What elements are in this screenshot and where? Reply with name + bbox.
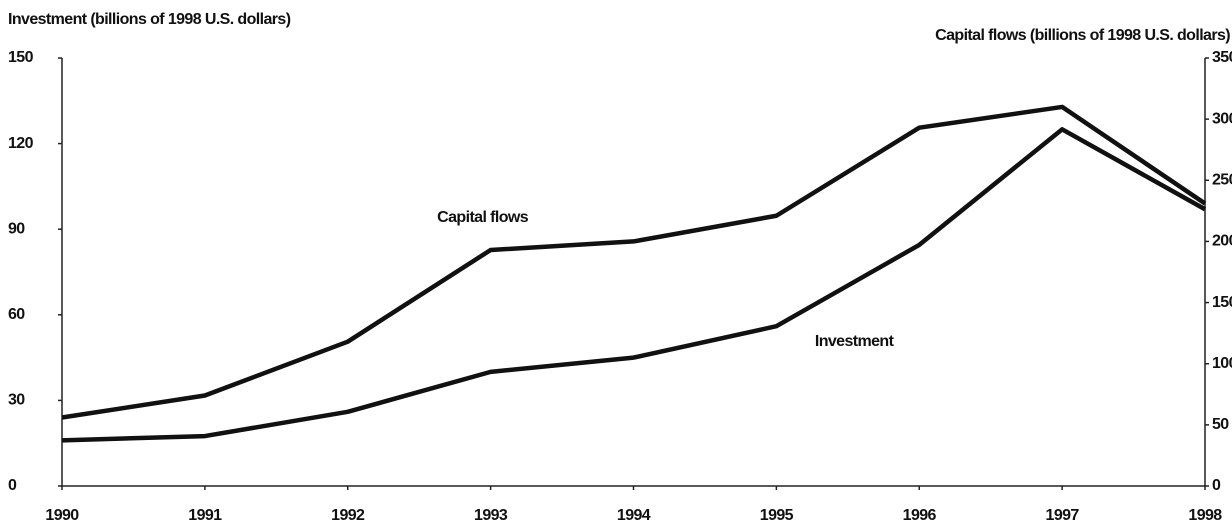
y2-tick-label: 50 — [1212, 416, 1229, 433]
y2-tick-label: 250 — [1212, 172, 1232, 189]
y2-tick-label: 0 — [1212, 477, 1221, 494]
y-tick-label: 0 — [8, 477, 17, 494]
x-tick-label: 1997 — [1046, 507, 1080, 524]
series-label: Capital flows — [437, 209, 529, 226]
series-label: Investment — [815, 333, 895, 350]
y2-axis-title: Capital flows (billions of 1998 U.S. dol… — [935, 27, 1230, 44]
y2-tick-label: 350 — [1212, 49, 1232, 66]
x-tick-label: 1992 — [331, 507, 365, 524]
y-tick-label: 150 — [8, 49, 34, 66]
x-tick-label: 1993 — [474, 507, 508, 524]
y-tick-label: 30 — [8, 392, 25, 409]
y2-tick-label: 300 — [1212, 110, 1232, 127]
y-axis-title: Investment (billions of 1998 U.S. dollar… — [8, 11, 291, 28]
y2-tick-label: 100 — [1212, 355, 1232, 372]
x-tick-label: 1996 — [903, 507, 937, 524]
x-tick-label: 1998 — [1188, 507, 1222, 524]
y2-tick-label: 150 — [1212, 294, 1232, 311]
x-tick-label: 1995 — [760, 507, 794, 524]
y2-tick-label: 200 — [1212, 233, 1232, 250]
x-tick-label: 1994 — [617, 507, 651, 524]
y-tick-label: 120 — [8, 135, 34, 152]
y-tick-label: 90 — [8, 220, 25, 237]
x-tick-label: 1990 — [45, 507, 79, 524]
data-line — [61, 104, 1207, 420]
y-tick-label: 60 — [8, 306, 25, 323]
data-line — [61, 127, 1207, 443]
x-tick-label: 1991 — [188, 507, 222, 524]
